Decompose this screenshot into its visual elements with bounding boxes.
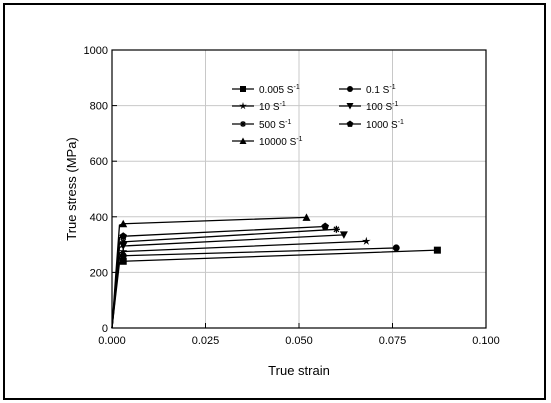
legend-label: 10 S-1 bbox=[259, 101, 286, 113]
legend-marker bbox=[239, 102, 247, 110]
data-point bbox=[302, 213, 311, 221]
legend-item: 500 S-1 bbox=[232, 119, 291, 131]
y-tick-label: 0 bbox=[102, 323, 108, 335]
y-tick-label: 400 bbox=[90, 212, 108, 224]
y-tick-label: 600 bbox=[90, 156, 108, 168]
y-tick-label: 1000 bbox=[84, 45, 108, 57]
series-line bbox=[111, 234, 344, 329]
legend-item: 1000 S-1 bbox=[339, 119, 404, 131]
x-tick-label: 0.100 bbox=[472, 335, 500, 347]
series-100-s bbox=[111, 231, 348, 329]
legend-item: 100 S-1 bbox=[339, 101, 398, 113]
data-point bbox=[339, 231, 348, 239]
axis-ticks: 0.000 0.025 0.050 0.075 0.100 0 200 400 600 800 10… bbox=[84, 45, 500, 347]
legend-item: 10000 S-1 bbox=[232, 136, 303, 148]
legend-marker bbox=[239, 137, 247, 144]
x-tick-label: 0.000 bbox=[98, 335, 126, 347]
legend-item: 10 S-1 bbox=[232, 101, 286, 113]
series-0.005-s bbox=[111, 246, 441, 329]
data-point bbox=[332, 225, 340, 233]
data-point bbox=[119, 232, 128, 240]
data-point bbox=[119, 252, 127, 260]
legend-item: 0.1 S-1 bbox=[339, 84, 396, 96]
grid bbox=[112, 50, 486, 328]
legend-item: 0.005 S-1 bbox=[232, 84, 300, 96]
series-1000-s bbox=[111, 222, 329, 329]
x-tick-label: 0.075 bbox=[379, 335, 407, 347]
legend-marker bbox=[346, 120, 354, 127]
data-point bbox=[119, 257, 127, 265]
chart-frame bbox=[3, 3, 546, 400]
legend-label: 0.1 S-1 bbox=[366, 84, 396, 96]
legend-marker bbox=[346, 103, 354, 110]
legend-marker bbox=[347, 86, 353, 92]
x-tick-label: 0.050 bbox=[285, 335, 313, 347]
legend-label: 1000 S-1 bbox=[366, 119, 404, 131]
legend: 0.005 S-1 0.1 S-1 10 S-1 100 S-1 500 S-1 1000… bbox=[232, 84, 404, 148]
x-tick-label: 0.025 bbox=[192, 335, 220, 347]
y-tick-label: 800 bbox=[90, 101, 108, 113]
series-10-s bbox=[111, 236, 371, 329]
y-axis-label: True stress (MPa) bbox=[64, 137, 79, 241]
data-point bbox=[118, 247, 128, 256]
data-point bbox=[433, 246, 441, 254]
legend-marker bbox=[240, 86, 246, 92]
data-point bbox=[321, 222, 329, 230]
legend-label: 500 S-1 bbox=[259, 119, 291, 131]
legend-label: 10000 S-1 bbox=[259, 136, 303, 148]
y-tick-label: 200 bbox=[90, 267, 108, 279]
series-10000-s bbox=[111, 213, 311, 329]
data-point bbox=[119, 219, 128, 228]
x-axis-label: True strain bbox=[268, 363, 330, 378]
series-line bbox=[111, 249, 438, 329]
data-point bbox=[392, 244, 400, 252]
data-point bbox=[362, 236, 371, 245]
legend-label: 100 S-1 bbox=[366, 101, 398, 113]
legend-label: 0.005 S-1 bbox=[259, 84, 300, 96]
series-layer bbox=[111, 213, 441, 329]
legend-marker bbox=[240, 121, 246, 127]
series-line bbox=[111, 216, 307, 329]
